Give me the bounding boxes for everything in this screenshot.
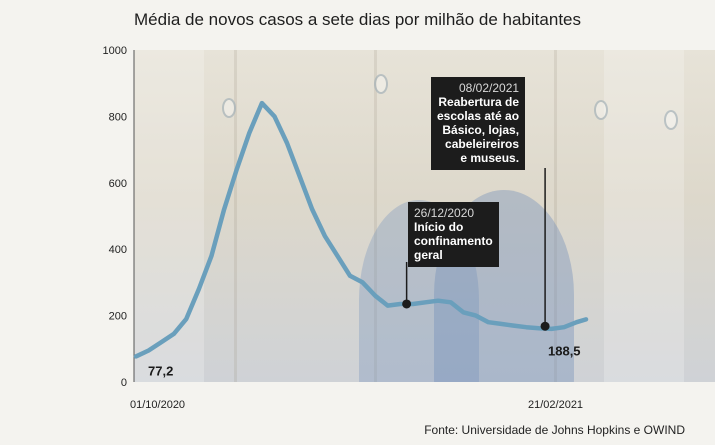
tent-fold: [604, 50, 684, 382]
y-tick-label: 600: [109, 178, 127, 190]
y-tick-label: 0: [121, 377, 127, 389]
tent-ring: [374, 74, 388, 94]
annotation-reopening: 08/02/2021 Reabertura de escolas até ao …: [431, 77, 526, 170]
annotation-marker: [540, 321, 550, 331]
x-end-label: 21/02/2021: [528, 399, 584, 411]
annotation-text: Reabertura de escolas até ao Básico, loj…: [437, 95, 520, 165]
y-tick-label: 400: [109, 244, 127, 256]
chart-title: Média de novos casos a sete dias por mil…: [134, 10, 581, 29]
tent-pole: [554, 50, 557, 382]
y-tick-label: 800: [109, 111, 127, 123]
series-line: [133, 100, 589, 359]
annotation-lockdown: 26/12/2020 Início do confinamento geral: [408, 202, 499, 267]
tent-ring: [664, 110, 678, 130]
tent-ring: [222, 98, 236, 118]
tent-ring: [594, 100, 608, 120]
y-tick-group: 0 200 400 600 800 1000: [103, 45, 127, 389]
annotation-markers: [402, 168, 550, 331]
end-value-label: 188,5: [548, 343, 581, 358]
y-tick-label: 200: [109, 311, 127, 323]
background-photo: [134, 50, 715, 382]
annotation-marker: [402, 299, 412, 309]
annotation-date: 26/12/2020: [414, 206, 475, 220]
annotation-date: 08/02/2021: [459, 81, 520, 95]
tent-pole: [234, 50, 237, 382]
tent-fold: [134, 50, 204, 382]
source-note: Fonte: Universidade de Johns Hopkins e O…: [424, 423, 685, 437]
annotation-text: Início do confinamento geral: [414, 220, 493, 262]
start-value-label: 77,2: [148, 363, 173, 378]
y-tick-label: 1000: [103, 45, 127, 57]
tent-pole: [374, 50, 377, 382]
x-start-label: 01/10/2020: [130, 399, 186, 411]
